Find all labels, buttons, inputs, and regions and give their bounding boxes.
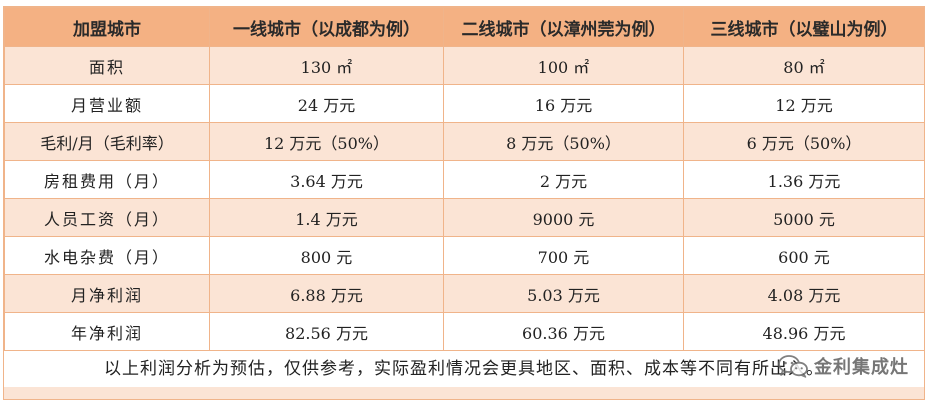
row-label-annual-net-profit: 年净利润 — [4, 312, 210, 351]
profit-analysis-sheet: 加盟城市 一线城市（以成都为例） 二线城市（以漳州莞为例） 三线城市（以璧山为例… — [3, 6, 925, 400]
watermark-text: 金利集成灶 — [814, 357, 909, 378]
row-label-area: 面积 — [4, 46, 210, 85]
table-cell: 5.03 万元 — [443, 274, 684, 313]
table-row: 毛利/月（毛利率） 12 万元（50%） 8 万元（50%） 6 万元（50%） — [4, 122, 925, 161]
row-label-monthly-revenue: 月营业额 — [4, 84, 210, 123]
table-row: 面积 130 ㎡ 100 ㎡ 80 ㎡ — [4, 46, 925, 85]
table-cell: 4.08 万元 — [683, 274, 925, 313]
table-row: 年净利润 82.56 万元 60.36 万元 48.96 万元 — [4, 312, 925, 351]
table-cell: 3.64 万元 — [209, 160, 444, 199]
table-cell: 16 万元 — [443, 84, 684, 123]
table-cell: 60.36 万元 — [443, 312, 684, 351]
table-cell: 5000 元 — [683, 198, 925, 237]
table-cell: 82.56 万元 — [209, 312, 444, 351]
row-label-wages: 人员工资（月） — [4, 198, 210, 237]
table-cell: 12 万元 — [683, 84, 925, 123]
table-cell: 6 万元（50%） — [683, 122, 925, 161]
profit-table: 加盟城市 一线城市（以成都为例） 二线城市（以漳州莞为例） 三线城市（以璧山为例… — [4, 7, 925, 351]
table-row: 房租费用（月） 3.64 万元 2 万元 1.36 万元 — [4, 160, 925, 199]
table-cell: 6.88 万元 — [209, 274, 444, 313]
table-cell: 100 ㎡ — [443, 46, 684, 85]
table-cell: 700 元 — [443, 236, 684, 275]
table-cell: 600 元 — [683, 236, 925, 275]
table-row: 人员工资（月） 1.4 万元 9000 元 5000 元 — [4, 198, 925, 237]
table-row: 月净利润 6.88 万元 5.03 万元 4.08 万元 — [4, 274, 925, 313]
table-cell: 1.4 万元 — [209, 198, 444, 237]
table-cell: 24 万元 — [209, 84, 444, 123]
row-label-gross-profit: 毛利/月（毛利率） — [4, 122, 210, 161]
header-cell-tier3: 三线城市（以璧山为例） — [683, 7, 925, 47]
table-header-row: 加盟城市 一线城市（以成都为例） 二线城市（以漳州莞为例） 三线城市（以璧山为例… — [4, 7, 925, 47]
table-cell: 12 万元（50%） — [209, 122, 444, 161]
table-cell: 800 元 — [209, 236, 444, 275]
header-cell-tier2: 二线城市（以漳州莞为例） — [443, 7, 684, 47]
row-label-rent: 房租费用（月） — [4, 160, 210, 199]
footnote: 以上利润分析为预估，仅供参考，实际盈利情况会更具地区、面积、成本等不同有所出入。 — [4, 351, 924, 387]
table-cell: 2 万元 — [443, 160, 684, 199]
header-cell-tier1: 一线城市（以成都为例） — [209, 7, 444, 47]
table-cell: 9000 元 — [443, 198, 684, 237]
table-row: 水电杂费（月） 800 元 700 元 600 元 — [4, 236, 925, 275]
table-cell: 8 万元（50%） — [443, 122, 684, 161]
table-cell: 1.36 万元 — [683, 160, 925, 199]
row-label-monthly-net-profit: 月净利润 — [4, 274, 210, 313]
table-cell: 48.96 万元 — [683, 312, 925, 351]
table-cell: 80 ㎡ — [683, 46, 925, 85]
table-row: 月营业额 24 万元 16 万元 12 万元 — [4, 84, 925, 123]
table-cell: 130 ㎡ — [209, 46, 444, 85]
watermark: 金利集成灶 — [778, 350, 909, 382]
wechat-icon — [778, 355, 808, 378]
header-cell-city: 加盟城市 — [4, 7, 210, 47]
row-label-utilities: 水电杂费（月） — [4, 236, 210, 275]
